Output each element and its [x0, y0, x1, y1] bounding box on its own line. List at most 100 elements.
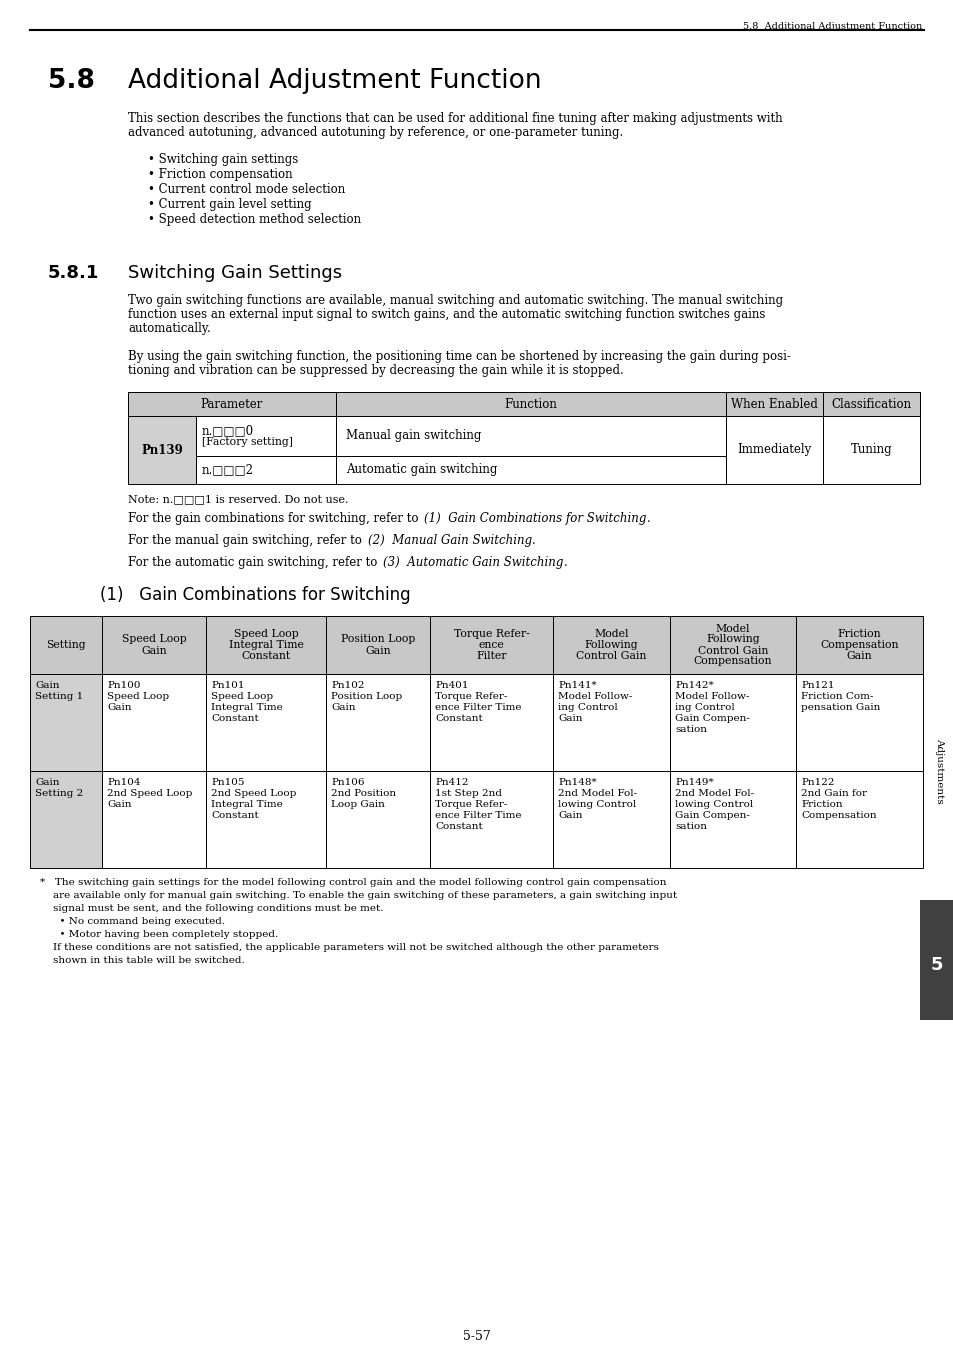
- Text: • Motor having been completely stopped.: • Motor having been completely stopped.: [40, 930, 278, 940]
- Bar: [128, 392, 335, 416]
- Bar: [795, 771, 923, 868]
- Text: Compensation: Compensation: [820, 640, 898, 649]
- Bar: [128, 392, 919, 416]
- Text: ing Control: ing Control: [675, 703, 734, 711]
- Text: Model: Model: [594, 629, 628, 639]
- Bar: [822, 392, 919, 416]
- Text: ing Control: ing Control: [558, 703, 618, 711]
- Text: 5.8: 5.8: [48, 68, 94, 94]
- Text: Two gain switching functions are available, manual switching and automatic switc: Two gain switching functions are availab…: [128, 294, 782, 306]
- Text: Pn139: Pn139: [141, 444, 183, 456]
- Text: Switching Gain Settings: Switching Gain Settings: [128, 265, 342, 282]
- Text: shown in this table will be switched.: shown in this table will be switched.: [40, 956, 245, 965]
- Text: Gain: Gain: [141, 645, 167, 656]
- Text: 5-57: 5-57: [462, 1330, 491, 1343]
- Bar: [335, 416, 725, 456]
- Text: (2)  Manual Gain Switching: (2) Manual Gain Switching: [367, 535, 531, 547]
- Text: 2nd Model Fol-: 2nd Model Fol-: [675, 788, 753, 798]
- Text: Friction Com-: Friction Com-: [801, 693, 872, 701]
- Bar: [430, 616, 553, 674]
- Text: Pn142*: Pn142*: [675, 680, 713, 690]
- Text: Integral Time: Integral Time: [211, 703, 282, 711]
- Text: function uses an external input signal to switch gains, and the automatic switch: function uses an external input signal t…: [128, 308, 764, 321]
- Text: Speed Loop: Speed Loop: [211, 693, 273, 701]
- Text: [Factory setting]: [Factory setting]: [202, 437, 293, 447]
- Bar: [30, 616, 102, 674]
- Text: Torque Refer-: Torque Refer-: [435, 693, 507, 701]
- Text: Pn141*: Pn141*: [558, 680, 596, 690]
- Text: Pn100: Pn100: [107, 680, 140, 690]
- Text: Setting 1: Setting 1: [35, 693, 83, 701]
- Text: (1)  Gain Combinations for Switching: (1) Gain Combinations for Switching: [424, 512, 646, 525]
- Text: Constant: Constant: [435, 714, 482, 724]
- Text: Function: Function: [504, 397, 557, 410]
- Text: lowing Control: lowing Control: [558, 801, 636, 809]
- Text: • Switching gain settings: • Switching gain settings: [148, 153, 298, 166]
- Text: Control Gain: Control Gain: [576, 651, 646, 661]
- Text: Gain: Gain: [558, 714, 582, 724]
- Text: signal must be sent, and the following conditions must be met.: signal must be sent, and the following c…: [40, 904, 383, 913]
- Text: 5.8.1: 5.8.1: [48, 265, 99, 282]
- Text: Gain: Gain: [35, 778, 59, 787]
- Text: Compensation: Compensation: [801, 811, 876, 819]
- Text: Pn121: Pn121: [801, 680, 834, 690]
- Text: Gain: Gain: [331, 703, 355, 711]
- Text: Pn106: Pn106: [331, 778, 364, 787]
- Text: For the gain combinations for switching, refer to: For the gain combinations for switching,…: [128, 512, 422, 525]
- Text: • Current control mode selection: • Current control mode selection: [148, 184, 345, 196]
- Text: Position Loop: Position Loop: [331, 693, 402, 701]
- Text: Note: n.□□□1 is reserved. Do not use.: Note: n.□□□1 is reserved. Do not use.: [128, 494, 348, 504]
- Text: Pn122: Pn122: [801, 778, 834, 787]
- Text: Integral Time: Integral Time: [229, 640, 303, 649]
- Text: 2nd Position: 2nd Position: [331, 788, 395, 798]
- Text: When Enabled: When Enabled: [730, 397, 817, 410]
- Bar: [553, 616, 669, 674]
- Bar: [725, 416, 822, 485]
- Text: 2nd Model Fol-: 2nd Model Fol-: [558, 788, 637, 798]
- Text: Immediately: Immediately: [737, 444, 811, 456]
- Bar: [795, 674, 923, 771]
- Bar: [206, 674, 326, 771]
- Text: Friction: Friction: [801, 801, 841, 809]
- Bar: [206, 771, 326, 868]
- Bar: [919, 900, 953, 1021]
- Text: are available only for manual gain switching. To enable the gain switching of th: are available only for manual gain switc…: [40, 891, 677, 900]
- Bar: [430, 674, 553, 771]
- Bar: [795, 616, 923, 674]
- Text: Loop Gain: Loop Gain: [331, 801, 384, 809]
- Bar: [553, 771, 669, 868]
- Text: Automatic gain switching: Automatic gain switching: [346, 463, 497, 477]
- Text: Manual gain switching: Manual gain switching: [346, 429, 481, 443]
- Bar: [195, 456, 335, 485]
- Bar: [430, 771, 553, 868]
- Bar: [326, 771, 430, 868]
- Text: 2nd Speed Loop: 2nd Speed Loop: [211, 788, 296, 798]
- Text: For the manual gain switching, refer to: For the manual gain switching, refer to: [128, 535, 365, 547]
- Text: automatically.: automatically.: [128, 323, 211, 335]
- Text: Torque Refer-: Torque Refer-: [453, 629, 529, 639]
- Text: ence Filter Time: ence Filter Time: [435, 811, 521, 819]
- Text: Model: Model: [715, 624, 749, 633]
- Text: Gain: Gain: [107, 703, 132, 711]
- Text: Classification: Classification: [831, 397, 911, 410]
- Bar: [669, 771, 795, 868]
- Text: Speed Loop: Speed Loop: [121, 634, 186, 644]
- Text: 2nd Speed Loop: 2nd Speed Loop: [107, 788, 193, 798]
- Text: Model Follow-: Model Follow-: [558, 693, 632, 701]
- Text: Adjustments: Adjustments: [935, 738, 943, 803]
- Text: This section describes the functions that can be used for additional fine tuning: This section describes the functions tha…: [128, 112, 781, 126]
- Text: Gain: Gain: [558, 811, 582, 819]
- Bar: [822, 416, 919, 485]
- Text: 2nd Gain for: 2nd Gain for: [801, 788, 866, 798]
- Text: Pn401: Pn401: [435, 680, 468, 690]
- Text: Pn412: Pn412: [435, 778, 468, 787]
- Text: Torque Refer-: Torque Refer-: [435, 801, 507, 809]
- Text: ence: ence: [478, 640, 504, 649]
- Text: • No command being executed.: • No command being executed.: [40, 917, 225, 926]
- Bar: [128, 416, 195, 485]
- Text: lowing Control: lowing Control: [675, 801, 753, 809]
- Text: • Speed detection method selection: • Speed detection method selection: [148, 213, 361, 225]
- Text: advanced autotuning, advanced autotuning by reference, or one-parameter tuning.: advanced autotuning, advanced autotuning…: [128, 126, 622, 139]
- Text: For the automatic gain switching, refer to: For the automatic gain switching, refer …: [128, 556, 381, 568]
- Bar: [669, 674, 795, 771]
